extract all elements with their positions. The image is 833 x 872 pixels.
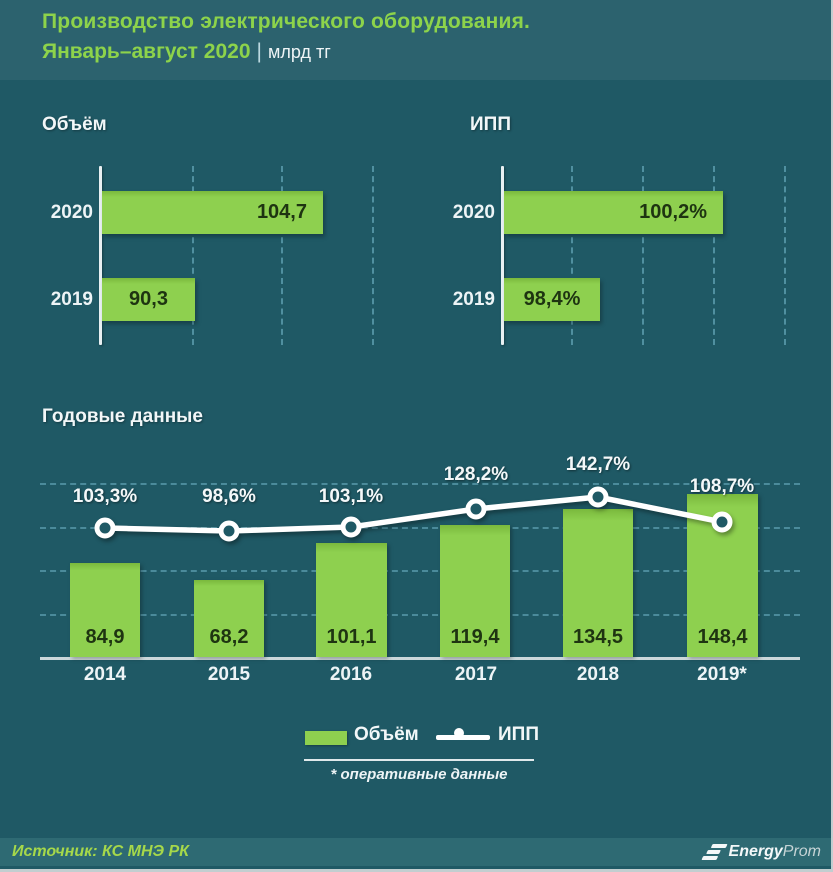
annual-bar-2019-value: 148,4 [697, 626, 748, 648]
page-subtitle: Январь–август 2020 | млрд тг [42, 40, 331, 64]
ipp-bar-2020-value: 100,2% [639, 201, 707, 223]
annual-bar-2018-value: 134,5 [572, 626, 624, 648]
ipp-label-2014: 103,3% [72, 486, 138, 507]
ipp-chart-title: ИПП [470, 114, 511, 135]
footer: Источник: КС МНЭ РК EnergyProm [0, 838, 831, 866]
legend-volume-label: Объём [354, 724, 419, 745]
annual-gridline [40, 527, 800, 529]
annual-bar-2017-value: 119,4 [450, 626, 500, 648]
annual-x-label-2019: 2019* [697, 664, 747, 685]
volume-bar-2020: 104,7 [102, 191, 323, 234]
ipp-category-2019: 2019 [452, 289, 495, 310]
logo-text-prom: Prom [782, 843, 821, 860]
ipp-label-2018: 142,7% [565, 454, 631, 475]
volume-chart-title: Объём [42, 114, 107, 135]
ipp-label-2015: 98,6% [202, 486, 256, 507]
volume-gridline [281, 166, 283, 345]
footnote: * оперативные данные [330, 766, 508, 783]
annual-bar-2015-value: 68,2 [209, 626, 249, 648]
ipp-line-series [94, 486, 733, 542]
volume-gridline [192, 166, 194, 345]
annual-bar-2017: 119,4 [440, 525, 510, 657]
annual-bar-2015: 68,2 [194, 580, 264, 657]
annual-x-label-2015: 2015 [207, 664, 251, 685]
ipp-marker-2017 [465, 498, 487, 520]
ipp-marker-2014 [94, 517, 116, 539]
volume-y-axis [99, 166, 102, 345]
logo-text-energy: Energy [728, 843, 783, 860]
legend-ipp-marker [436, 727, 490, 747]
ipp-marker-2018 [587, 486, 609, 508]
legend-divider [304, 759, 534, 761]
volume-bar-2019-value: 90,3 [129, 288, 168, 310]
ipp-bar-2019-value: 98,4% [523, 288, 581, 310]
ipp-y-axis [501, 166, 504, 345]
volume-bar-2020-value: 104,7 [256, 201, 307, 223]
volume-bar-2019: 90,3 [102, 278, 195, 321]
ipp-label-2016: 103,1% [318, 486, 384, 507]
source-text: Источник: КС МНЭ РК [12, 843, 190, 860]
ipp-gridline [571, 166, 573, 345]
ipp-marker-2016 [340, 516, 362, 538]
annual-gridline [40, 570, 800, 572]
annual-chart-plot: 84,9 68,2 101,1 119,4 134,5 148,4 103,3%… [40, 452, 800, 660]
header: Производство электрического оборудования… [0, 0, 831, 80]
annual-bar-2018: 134,5 [563, 509, 633, 657]
annual-gridline [40, 614, 800, 616]
volume-category-2020: 2020 [50, 202, 93, 223]
annual-bar-2014-value: 84,9 [85, 626, 125, 648]
logo-text: EnergyProm [729, 843, 821, 861]
annual-chart-title: Годовые данные [42, 406, 203, 427]
ipp-label-2017: 128,2% [443, 464, 509, 485]
volume-category-2019: 2019 [50, 289, 93, 310]
annual-x-label-2017: 2017 [454, 664, 498, 685]
legend-ipp-label: ИПП [498, 724, 539, 745]
ipp-category-2020: 2020 [452, 202, 495, 223]
ipp-bar-2019: 98,4% [504, 278, 600, 321]
annual-bar-2016-value: 101,1 [326, 626, 377, 648]
ipp-bar-2020: 100,2% [504, 191, 723, 234]
energyprom-logo: EnergyProm [700, 838, 821, 866]
annual-gridline [40, 483, 800, 485]
annual-x-label-2014: 2014 [83, 664, 127, 685]
ipp-label-2019: 108,7% [689, 476, 755, 497]
subtitle-period: Январь–август 2020 [42, 40, 251, 63]
ipp-marker-2019 [711, 511, 733, 533]
legend-volume-swatch [305, 731, 347, 745]
volume-gridline [372, 166, 374, 345]
annual-bar-2016: 101,1 [316, 543, 387, 657]
annual-x-label-2016: 2016 [329, 664, 373, 685]
annual-x-label-2018: 2018 [576, 664, 620, 685]
energyprom-logo-icon [700, 844, 728, 860]
ipp-marker-2015 [218, 520, 240, 542]
page-title: Производство электрического оборудования… [42, 10, 531, 33]
subtitle-separator: | [256, 40, 262, 63]
legend-line-icon [436, 735, 490, 740]
ipp-gridline [713, 166, 715, 345]
annual-bar-2014: 84,9 [70, 563, 140, 657]
ipp-gridline [784, 166, 786, 345]
ipp-gridline [642, 166, 644, 345]
ipp-line [102, 494, 725, 534]
subtitle-unit: млрд тг [267, 42, 331, 62]
legend-ring-icon [454, 728, 464, 738]
